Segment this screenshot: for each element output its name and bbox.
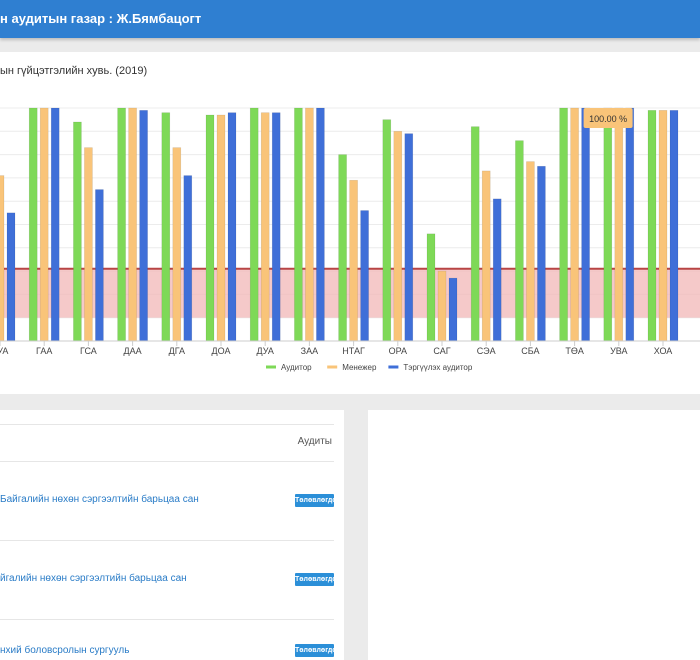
chart-bar (205, 114, 215, 342)
legend-label: Аудитор (281, 363, 312, 372)
chart-bar (0, 175, 5, 342)
x-tick-label: ДГА (169, 346, 185, 356)
chart-title: ын гүйцэтгэлийн хувь. (2019) (0, 65, 148, 77)
audit-table-panel: Аудиты Байгалийн нөхөн сэргээлтийн барьц… (0, 410, 344, 660)
chart-bar (537, 165, 546, 342)
column-header-audit: Аудиты (297, 436, 332, 447)
chart-bar (128, 107, 137, 342)
chart-bar (603, 107, 613, 342)
chart-bar (448, 277, 458, 342)
audit-performance-chart: БУА ГАА ГСА ДАА ДГА ДОА ДУА ЗАА НТАГ ОРА САГ СЭА СБА… (0, 107, 700, 372)
chart-bar (260, 112, 270, 342)
chart-bar (658, 110, 668, 342)
side-panel (368, 410, 700, 660)
chart-bar (349, 179, 358, 342)
chart-bar (39, 107, 49, 342)
x-tick-label: САГ (433, 346, 450, 356)
tooltip-box (583, 108, 633, 128)
chart-bar (404, 133, 414, 342)
chart-bar (647, 110, 657, 342)
x-tick-label: ДОА (212, 346, 231, 356)
chart-bar (50, 107, 60, 342)
chart-bar (6, 212, 16, 342)
chart-bar (559, 107, 568, 342)
chart-bar (172, 147, 182, 342)
table-row: нхий боловсролын сургууль Төлөвлөгдсөн (0, 620, 334, 660)
x-tick-label: ТӨА (565, 346, 584, 356)
top-bar: н аудитын газар : Ж.Бямбацогт (0, 0, 700, 38)
organization-link[interactable]: Байгалийн нөхөн сэргээлтийн барьцаа сан (0, 494, 199, 505)
x-tick-label: БУА (0, 346, 8, 356)
chart-bar (669, 110, 679, 342)
page-title: н аудитын газар : Ж.Бямбацогт (0, 11, 202, 26)
status-badge: Төлөвлөгдсөн (295, 644, 334, 657)
x-tick-label: ДАА (124, 346, 142, 356)
chart-bar (28, 107, 38, 342)
chart-bar (437, 270, 447, 342)
chart-bar (625, 107, 635, 342)
x-tick-label: ХОА (654, 346, 673, 356)
chart-bar (393, 131, 403, 342)
x-tick-label: ГСА (80, 346, 97, 356)
chart-bar (216, 114, 226, 342)
tooltip-text: 100.00 % (589, 114, 627, 124)
chart-bar (338, 154, 347, 342)
chart-bar (470, 126, 480, 342)
chart-bar (481, 170, 491, 342)
chart-bar (183, 175, 193, 342)
chart-bar (581, 107, 590, 342)
chart-bar (84, 147, 93, 342)
x-tick-label: НТАГ (342, 346, 365, 356)
chart-bar (360, 210, 369, 342)
chart-panel: ын гүйцэтгэлийн хувь. (2019) БУА ГАА ГСА ДА… (0, 52, 700, 394)
chart-bar (139, 110, 148, 342)
chart-bar (227, 112, 237, 342)
table-row: Байгалийн нөхөн сэргээлтийн барьцаа сан … (0, 462, 334, 541)
x-tick-label: СБА (521, 346, 539, 356)
chart-bar (305, 107, 314, 342)
organization-link[interactable]: нхий боловсролын сургууль (0, 645, 130, 656)
status-badge: Төлөвлөгдсөн (295, 573, 334, 586)
legend-label: Менежер (342, 363, 377, 372)
x-tick-label: ОРА (389, 346, 407, 356)
chart-bar (382, 119, 392, 342)
chart-bar (73, 121, 82, 342)
chart-bar (614, 107, 624, 342)
chart-bar (426, 233, 436, 342)
status-badge: Төлөвлөгдсөн (295, 494, 334, 507)
x-tick-label: ГАА (36, 346, 52, 356)
x-tick-label: УВА (610, 346, 627, 356)
legend-label: Тэргүүлэх аудитор (403, 363, 472, 372)
table-header: Аудиты (0, 424, 334, 462)
x-tick-label: ЗАА (301, 346, 318, 356)
chart-bar (117, 107, 126, 342)
organization-link[interactable]: йгалийн нөхөн сэргээлтийн барьцаа сан (0, 573, 187, 584)
chart-bar (95, 189, 104, 342)
chart-bar (570, 107, 579, 342)
chart-bar (515, 140, 524, 342)
chart-bar (316, 107, 325, 342)
chart-bar (161, 112, 171, 342)
chart-bar (526, 161, 535, 342)
table-row: йгалийн нөхөн сэргээлтийн барьцаа сан Тө… (0, 541, 334, 620)
x-tick-label: ДУА (257, 346, 274, 356)
chart-bar (492, 198, 502, 342)
chart-bar (249, 107, 259, 342)
x-tick-label: СЭА (477, 346, 496, 356)
chart-bar (271, 112, 281, 342)
chart-bar (294, 107, 303, 342)
